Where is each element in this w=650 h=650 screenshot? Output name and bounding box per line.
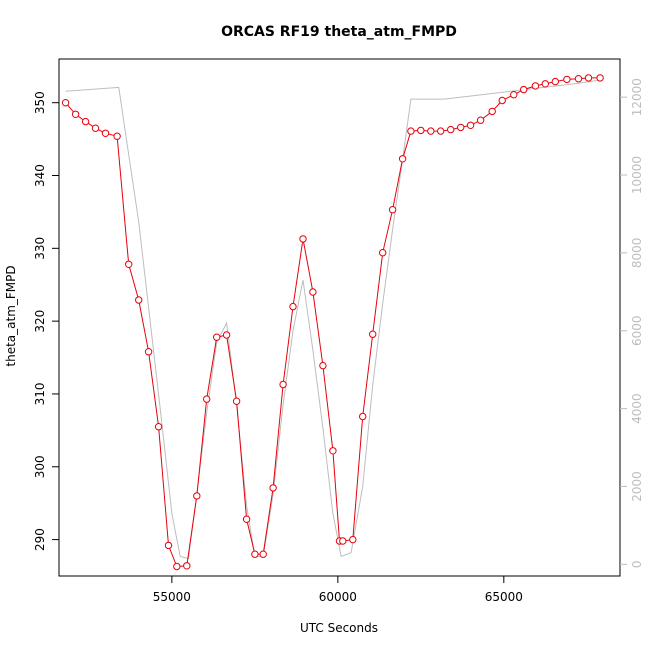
data-point	[91, 124, 100, 132]
data-point	[379, 249, 387, 257]
y2-tick-label: 6000	[630, 315, 644, 346]
data-point	[417, 126, 425, 135]
data-point	[498, 96, 506, 105]
data-point	[232, 397, 241, 405]
data-point	[251, 550, 259, 558]
data-point	[259, 550, 267, 558]
data-point	[457, 123, 465, 132]
data-point	[203, 395, 211, 403]
y-axis-label: theta_atm_FMPD	[4, 265, 18, 366]
data-point	[349, 535, 357, 544]
x-tick-label: 65000	[485, 590, 523, 604]
data-point	[81, 117, 90, 126]
data-point	[466, 121, 475, 130]
data-point	[369, 330, 377, 338]
x-axis-label: UTC Seconds	[300, 621, 378, 635]
y2-tick-label: 0	[630, 561, 644, 569]
y-tick-label: 290	[33, 528, 47, 551]
y2-tick-label: 4000	[630, 393, 644, 424]
y-tick-label: 350	[33, 91, 47, 114]
data-point	[407, 127, 415, 135]
y-tick-label: 310	[33, 383, 47, 406]
data-point	[520, 85, 528, 94]
data-point	[339, 537, 347, 545]
data-point	[563, 75, 571, 84]
data-point	[476, 116, 485, 124]
data-point	[279, 380, 287, 389]
data-point	[113, 132, 121, 140]
data-point	[222, 331, 231, 339]
y2-tick-label: 10000	[630, 156, 644, 194]
data-point	[541, 80, 549, 88]
data-point	[388, 206, 397, 214]
data-point	[427, 127, 435, 135]
y-tick-label: 300	[33, 455, 47, 478]
secondary-series	[65, 79, 604, 560]
data-point	[135, 296, 143, 304]
data-point	[531, 82, 540, 90]
data-point	[213, 333, 221, 341]
data-point	[289, 302, 297, 311]
x-tick-label: 55000	[153, 590, 191, 604]
primary-series-line	[65, 77, 601, 568]
y2-tick-label: 2000	[630, 471, 644, 502]
data-point	[596, 74, 604, 82]
data-point	[242, 515, 251, 523]
data-point	[269, 484, 277, 492]
data-point	[309, 288, 317, 296]
data-point	[125, 260, 133, 268]
y-tick-label: 330	[33, 237, 47, 260]
data-point	[144, 348, 153, 356]
data-point	[173, 562, 181, 571]
secondary-y-axis: 0 2000 4000 6000 8000 10000 12000	[620, 78, 644, 568]
data-point	[551, 77, 559, 86]
secondary-series-line	[65, 79, 604, 560]
data-point	[61, 99, 70, 107]
data-point	[437, 127, 445, 135]
data-point	[488, 107, 496, 116]
data-point	[398, 155, 407, 163]
y-axis: 290 300 310 320 330 340 350	[33, 91, 59, 551]
data-point	[71, 110, 80, 119]
data-point	[193, 492, 201, 500]
data-point	[359, 412, 367, 421]
data-point	[447, 125, 455, 134]
y2-tick-label: 8000	[630, 238, 644, 269]
data-point	[299, 235, 307, 243]
data-point	[574, 75, 583, 83]
data-point	[329, 447, 337, 455]
data-point	[584, 74, 593, 82]
chart-title: ORCAS RF19 theta_atm_FMPD	[221, 24, 457, 40]
x-axis: 55000 60000 65000	[153, 576, 523, 604]
y-tick-label: 340	[33, 164, 47, 187]
data-point	[319, 361, 327, 370]
data-point	[510, 91, 518, 99]
plot-frame	[58, 58, 621, 577]
data-point	[154, 423, 163, 431]
y2-tick-label: 12000	[630, 78, 644, 116]
data-point	[164, 541, 173, 550]
y-tick-label: 320	[33, 310, 47, 333]
primary-series	[61, 74, 604, 571]
data-point	[101, 129, 110, 138]
x-tick-label: 60000	[319, 590, 357, 604]
data-point	[183, 562, 191, 570]
